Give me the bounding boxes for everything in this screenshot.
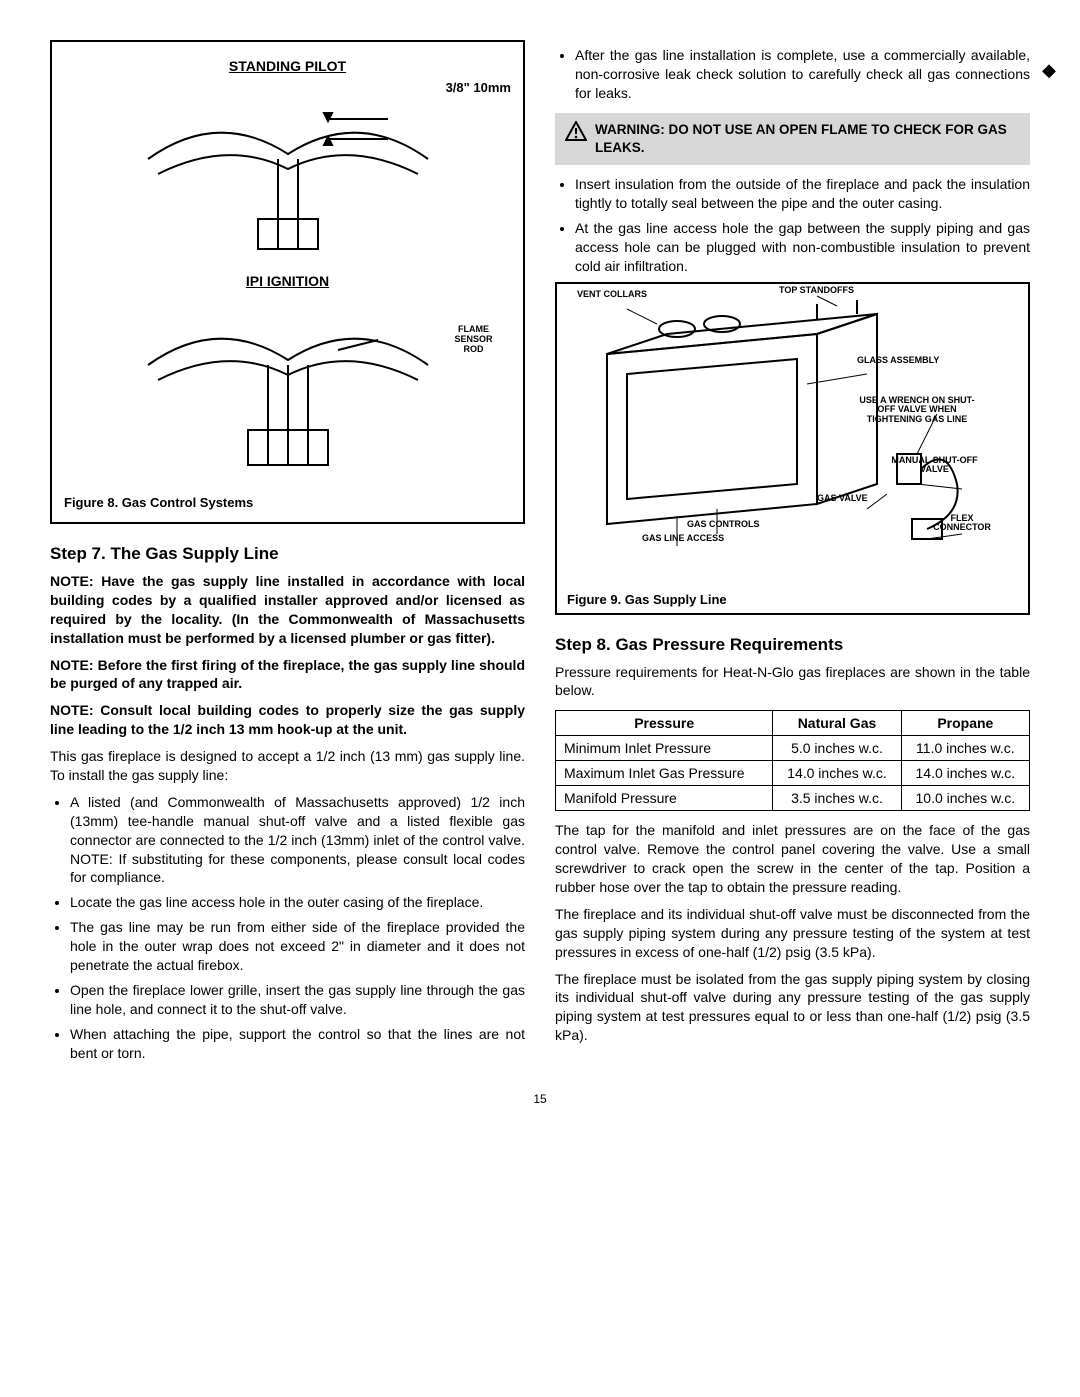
right-column: After the gas line installation is compl… (555, 40, 1030, 1068)
list-item: Insert insulation from the outside of th… (575, 175, 1030, 213)
page-number: 15 (50, 1092, 1030, 1106)
step7-bullets: A listed (and Commonwealth of Massachuse… (50, 793, 525, 1063)
cell: 14.0 inches w.c. (773, 761, 901, 786)
list-item: When attaching the pipe, support the con… (70, 1025, 525, 1063)
fig9-flex-connector: FLEX CONNECTOR (927, 514, 997, 534)
th-pressure: Pressure (556, 711, 773, 736)
table-row: Minimum Inlet Pressure 5.0 inches w.c. 1… (556, 736, 1030, 761)
fig9-wrench: USE A WRENCH ON SHUT-OFF VALVE WHEN TIGH… (857, 396, 977, 426)
fig9-top-standoffs: TOP STANDOFFS (779, 286, 854, 296)
fig8-ipi-diagram (128, 295, 448, 485)
cell: Maximum Inlet Gas Pressure (556, 761, 773, 786)
cell: Minimum Inlet Pressure (556, 736, 773, 761)
table-row: Manifold Pressure 3.5 inches w.c. 10.0 i… (556, 786, 1030, 811)
fig8-dim: 3/8" 10mm (64, 80, 511, 95)
step7-heading: Step 7. The Gas Supply Line (50, 544, 525, 564)
right-mid-bullets: Insert insulation from the outside of th… (555, 175, 1030, 275)
list-item: The gas line may be run from either side… (70, 918, 525, 975)
fig8-standing-pilot-diagram (128, 99, 448, 269)
fig9-gas-valve: GAS VALVE (817, 494, 868, 504)
step8-para-disconnect: The fireplace and its individual shut-of… (555, 905, 1030, 962)
warning-box: WARNING: DO NOT USE AN OPEN FLAME TO CHE… (555, 113, 1030, 165)
fig8-flame-label: FLAME SENSOR ROD (446, 325, 501, 355)
step8-para-tap: The tap for the manifold and inlet press… (555, 821, 1030, 897)
fig8-title2: IPI IGNITION (64, 273, 511, 289)
pressure-table: Pressure Natural Gas Propane Minimum Inl… (555, 710, 1030, 811)
list-item: A listed (and Commonwealth of Massachuse… (70, 793, 525, 887)
page-marker: ◆ (1042, 60, 1056, 81)
th-natural-gas: Natural Gas (773, 711, 901, 736)
list-item: Open the fireplace lower grille, insert … (70, 981, 525, 1019)
table-row: Maximum Inlet Gas Pressure 14.0 inches w… (556, 761, 1030, 786)
table-row: Pressure Natural Gas Propane (556, 711, 1030, 736)
list-item: After the gas line installation is compl… (575, 46, 1030, 103)
fig9-gas-line-access: GAS LINE ACCESS (642, 534, 724, 544)
step7-para1: This gas fireplace is designed to accept… (50, 747, 525, 785)
step7-note3: NOTE: Consult local building codes to pr… (50, 701, 525, 739)
figure-9-box: VENT COLLARS TOP STANDOFFS GLASS ASSEMBL… (555, 282, 1030, 615)
list-item: Locate the gas line access hole in the o… (70, 893, 525, 912)
cell: 14.0 inches w.c. (901, 761, 1029, 786)
step7-note2: NOTE: Before the first firing of the fir… (50, 656, 525, 694)
right-top-bullets: After the gas line installation is compl… (555, 46, 1030, 103)
left-column: STANDING PILOT 3/8" 10mm I (50, 40, 525, 1068)
fig9-vent-collars: VENT COLLARS (577, 290, 647, 300)
list-item: At the gas line access hole the gap betw… (575, 219, 1030, 276)
cell: Manifold Pressure (556, 786, 773, 811)
cell: 10.0 inches w.c. (901, 786, 1029, 811)
fig9-manual-shutoff: MANUAL SHUT-OFF VALVE (887, 456, 982, 476)
figure-8-box: STANDING PILOT 3/8" 10mm I (50, 40, 525, 524)
step8-intro: Pressure requirements for Heat-N-Glo gas… (555, 663, 1030, 701)
fig9-glass-assembly: GLASS ASSEMBLY (857, 356, 939, 366)
fig8-caption: Figure 8. Gas Control Systems (64, 495, 511, 510)
step7-note1: NOTE: Have the gas supply line installed… (50, 572, 525, 648)
fig8-title1: STANDING PILOT (64, 58, 511, 74)
cell: 5.0 inches w.c. (773, 736, 901, 761)
warning-icon (565, 121, 587, 141)
cell: 3.5 inches w.c. (773, 786, 901, 811)
fig9-gas-controls: GAS CONTROLS (687, 520, 760, 530)
cell: 11.0 inches w.c. (901, 736, 1029, 761)
fig9-caption: Figure 9. Gas Supply Line (567, 592, 1018, 607)
two-column-layout: STANDING PILOT 3/8" 10mm I (50, 40, 1030, 1068)
warning-text: WARNING: DO NOT USE AN OPEN FLAME TO CHE… (595, 121, 1020, 157)
step8-heading: Step 8. Gas Pressure Requirements (555, 635, 1030, 655)
step8-para-isolate: The fireplace must be isolated from the … (555, 970, 1030, 1046)
th-propane: Propane (901, 711, 1029, 736)
